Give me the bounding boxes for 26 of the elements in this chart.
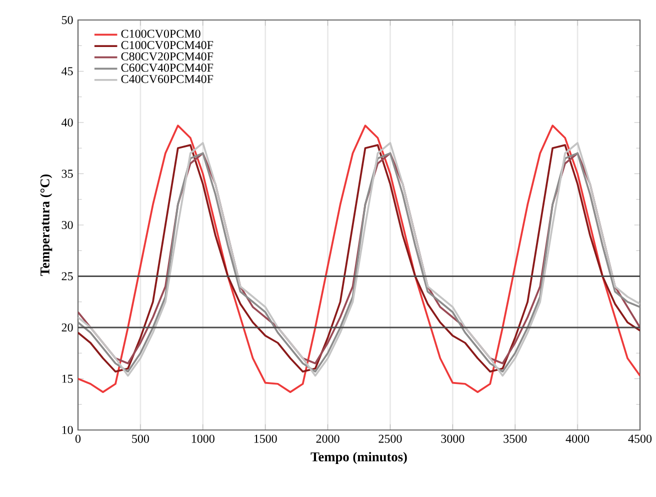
legend-label: C40CV60PCM40F xyxy=(121,74,214,84)
x-tick-label: 4500 xyxy=(628,434,652,443)
y-tick-label: 15 xyxy=(62,374,73,383)
x-tick-label: 2500 xyxy=(378,434,402,443)
y-tick-label: 40 xyxy=(62,118,73,127)
x-axis-title: Tempo (minutos) xyxy=(310,452,407,464)
y-tick-label: 50 xyxy=(62,16,73,24)
x-tick-label: 0 xyxy=(75,434,81,443)
legend-label: C100CV0PCM40F xyxy=(121,41,214,50)
legend-label: C100CV0PCM0 xyxy=(121,30,200,38)
y-tick-label: 45 xyxy=(62,67,73,76)
y-axis-title: Temperatura (°C) xyxy=(40,174,52,276)
x-tick-label: 1000 xyxy=(192,434,214,443)
y-tick-label: 20 xyxy=(62,323,73,332)
legend-label: C80CV20PCM40F xyxy=(121,52,214,60)
y-tick-label: 25 xyxy=(62,272,73,280)
x-tick-label: 3500 xyxy=(504,434,527,443)
y-tick-label: 10 xyxy=(62,426,73,434)
x-tick-label: 500 xyxy=(132,434,149,443)
x-tick-label: 4000 xyxy=(566,434,590,443)
y-tick-label: 35 xyxy=(62,170,73,178)
x-tick-label: 2000 xyxy=(316,434,340,443)
x-tick-label: 1500 xyxy=(254,434,277,443)
legend-label: C60CV40PCM40F xyxy=(121,64,214,72)
y-tick-label: 30 xyxy=(62,220,73,230)
x-tick-label: 3000 xyxy=(441,434,464,443)
